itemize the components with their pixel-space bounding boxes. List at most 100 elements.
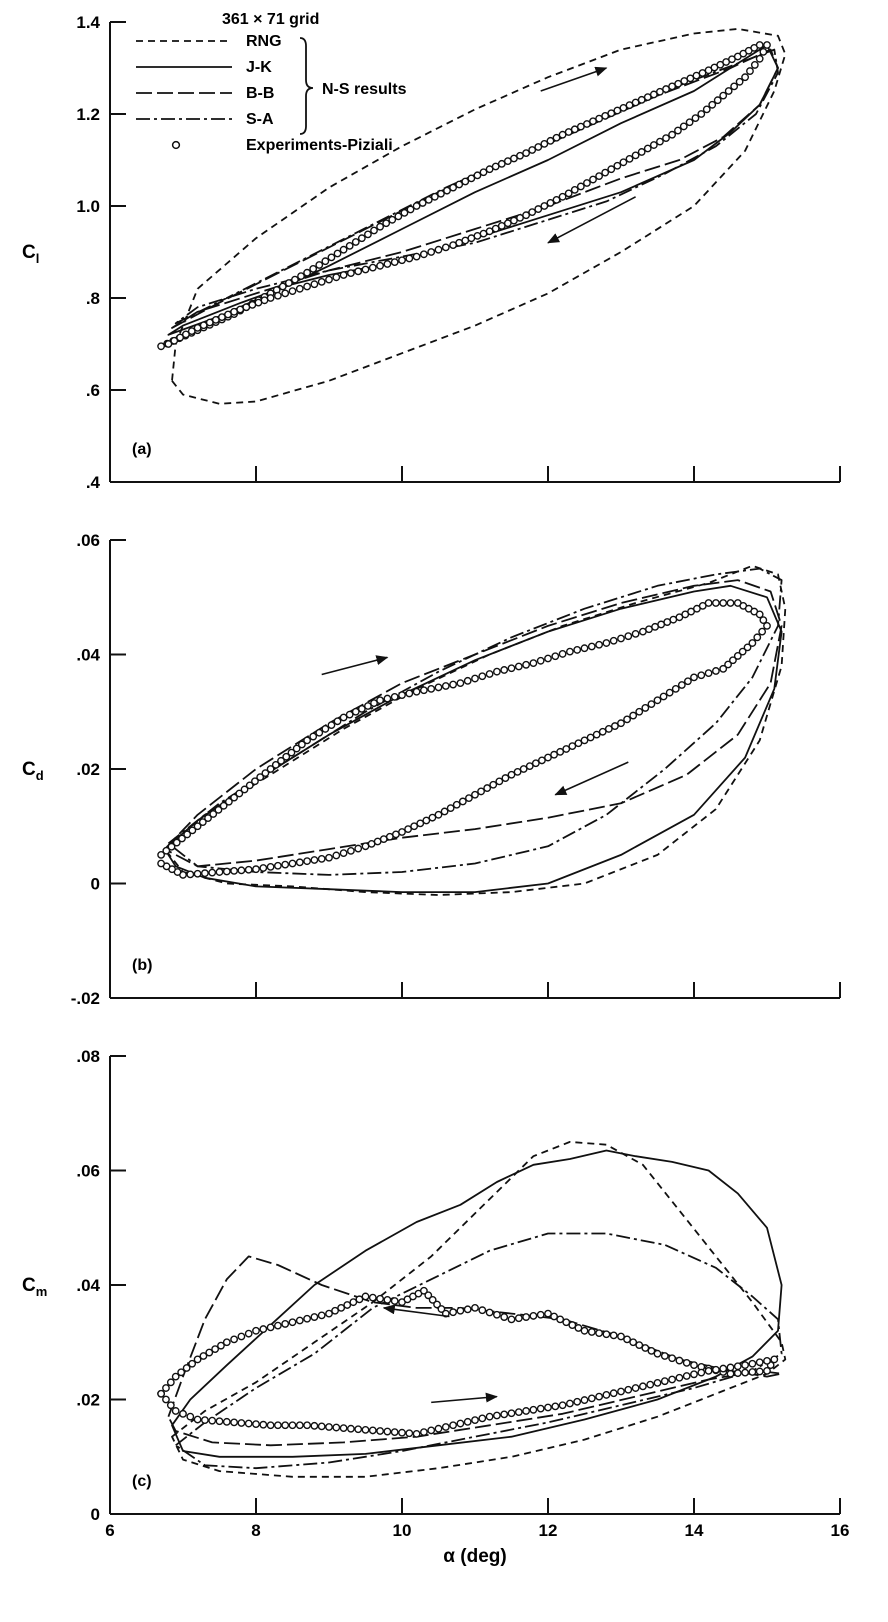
experiment-point (354, 267, 363, 276)
experiment-point (649, 90, 658, 99)
experiment-point (576, 122, 585, 131)
experiment-point (729, 656, 737, 665)
experiment-point (546, 136, 555, 145)
experiment-point (295, 1421, 304, 1430)
experiment-point (287, 748, 296, 757)
experiment-point (244, 1329, 253, 1338)
experiment-point (309, 264, 318, 273)
experiment-point (240, 785, 249, 794)
experiment-point (611, 722, 619, 730)
experiment-point (656, 137, 664, 146)
experiment-point (440, 807, 449, 816)
experiment-point (697, 671, 706, 680)
series-sa-line (167, 567, 783, 876)
series-bb-line (167, 1255, 783, 1447)
experiment-point (674, 79, 683, 88)
legend-label-bb: B-B (246, 85, 274, 102)
experiment-point (321, 725, 330, 733)
experiment-point (309, 732, 318, 741)
experiment-point (303, 1421, 311, 1430)
experiment-point (602, 1391, 611, 1399)
experiment-point (288, 1318, 297, 1327)
experiment-point (726, 599, 735, 607)
experiment-point (188, 1359, 197, 1368)
experiment-point (198, 818, 207, 827)
experiment-point (702, 105, 711, 114)
experiment-point (478, 672, 487, 681)
y-axis-label-subscript: l (36, 251, 40, 266)
experiment-point (292, 744, 301, 753)
experiment-point (477, 787, 485, 796)
experiment-point (564, 128, 573, 136)
experiment-point (390, 258, 399, 267)
experiment-point (587, 1328, 596, 1336)
experiment-point (755, 610, 764, 619)
experiment-point (668, 1375, 676, 1384)
experiment-point (215, 868, 224, 876)
experiment-point (419, 1428, 428, 1437)
experiment-point (217, 1341, 225, 1350)
experiment-point (538, 756, 546, 765)
experiment-point (513, 767, 522, 776)
y-tick-label: -.02 (71, 989, 100, 1008)
experiment-point (544, 1309, 552, 1318)
experiment-point (629, 1338, 638, 1347)
experiment-point (733, 1369, 742, 1378)
experiment-point (631, 1384, 640, 1392)
experiment-point (166, 1401, 175, 1410)
experiment-point (211, 1345, 220, 1354)
experiment-point (252, 1326, 260, 1335)
experiment-point (382, 219, 391, 228)
experiment-point (400, 208, 409, 217)
experiment-point (208, 868, 217, 877)
experiment-point (357, 704, 366, 713)
experiment-point (679, 122, 688, 131)
experiment-point (719, 91, 728, 100)
experiment-point (199, 1352, 208, 1360)
experiment-point (641, 1344, 650, 1352)
experiment-point (595, 1392, 603, 1401)
experiment-point (580, 1326, 589, 1335)
experiment-point (295, 1316, 304, 1325)
experiment-point (637, 148, 646, 156)
experiment-point (428, 1295, 437, 1304)
experiment-point (534, 205, 543, 213)
experiment-point (741, 73, 749, 82)
experiment-point (617, 634, 625, 643)
experiment-point (237, 1332, 246, 1341)
y-axis-label: Cl (22, 242, 39, 266)
experiment-point (656, 87, 664, 96)
y-axis-label: Cd (22, 759, 44, 783)
series-jk-line (167, 44, 779, 336)
experiment-point (449, 1421, 457, 1430)
experiment-point (763, 1356, 771, 1365)
experiment-point (200, 1416, 209, 1425)
experiment-point (741, 1368, 749, 1377)
experiment-point (383, 694, 392, 703)
experiment-point (540, 202, 549, 210)
experiment-point (449, 1308, 457, 1317)
experiment-point (222, 867, 231, 876)
legend-label-rng: RNG (246, 33, 282, 50)
experiment-point (332, 851, 341, 860)
experiment-point (529, 1405, 538, 1414)
experiment-point (660, 1352, 669, 1360)
experiment-point (763, 621, 771, 630)
experiment-point (281, 1421, 290, 1430)
experiment-point (485, 1412, 494, 1421)
experiment-point (623, 1335, 631, 1344)
experiment-point (465, 794, 473, 803)
experiment-point (376, 1294, 384, 1303)
experiment-point (317, 277, 326, 286)
experiment-point (162, 846, 171, 855)
legend-marker-exp (171, 140, 181, 150)
experiment-point (162, 1384, 170, 1392)
experiment-point (623, 715, 631, 724)
experiment-point (529, 659, 538, 667)
experiment-point (339, 245, 348, 254)
experiment-point (273, 291, 282, 300)
experiment-point (441, 243, 450, 252)
experiment-point (492, 667, 501, 676)
experiment-point (735, 77, 744, 86)
experiment-point (427, 1426, 436, 1435)
